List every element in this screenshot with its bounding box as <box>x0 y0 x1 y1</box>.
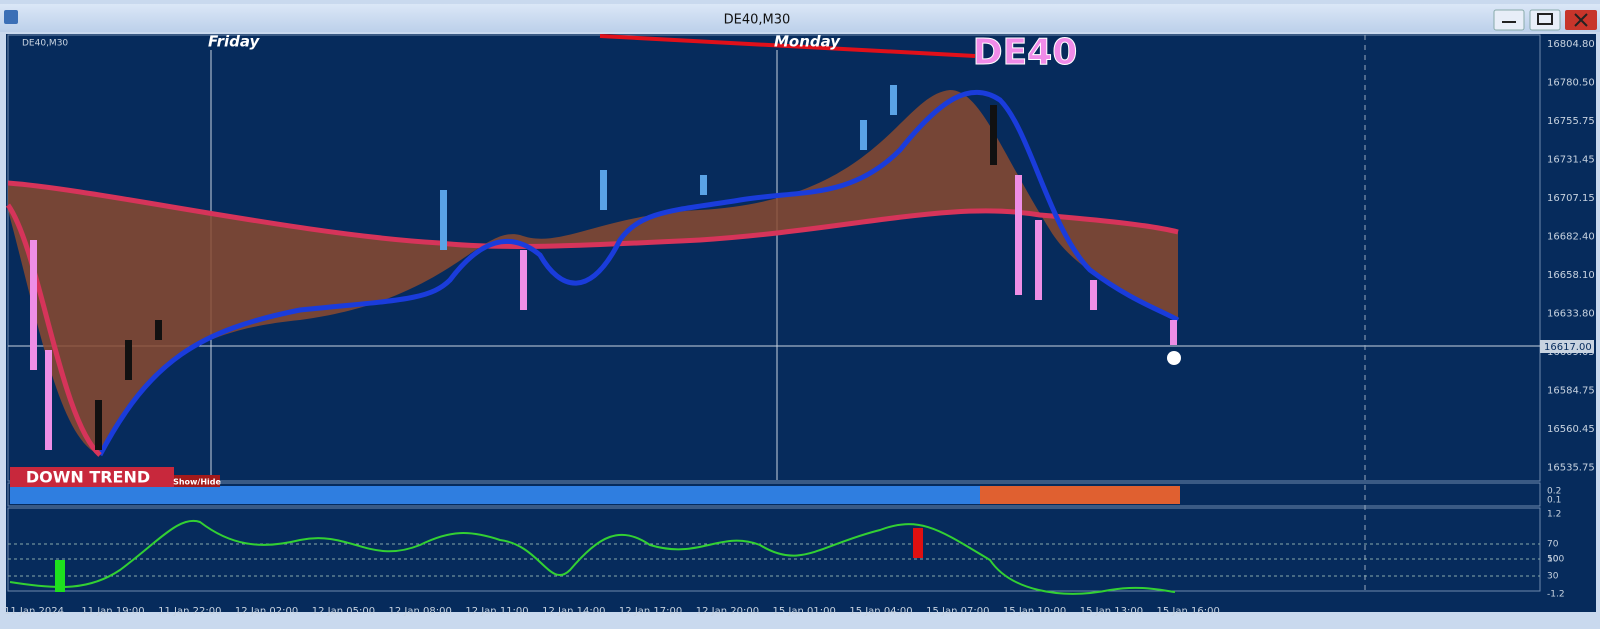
time-label: 12 Jan 08:00 <box>389 606 452 617</box>
time-label: 11 Jan 2024 <box>4 606 64 617</box>
price-tick-label: 16535.75 <box>1547 463 1595 474</box>
signal-strip <box>10 486 1180 504</box>
sell-signal <box>913 528 923 558</box>
sub2-tick-label: 1.2 <box>1547 510 1561 520</box>
price-tick-label: 16658.10 <box>1547 270 1595 281</box>
toggle-button[interactable]: Show/Hide <box>173 478 221 487</box>
trend-label: DOWN TREND <box>26 468 150 487</box>
day-label: Monday <box>774 33 841 51</box>
time-label: 15 Jan 13:00 <box>1080 606 1143 617</box>
time-label: 12 Jan 05:00 <box>312 606 375 617</box>
price-tick-label: 16682.40 <box>1547 232 1595 243</box>
price-tick-label: 16804.80 <box>1547 39 1595 50</box>
time-label: 15 Jan 07:00 <box>926 606 989 617</box>
time-label: 15 Jan 16:00 <box>1157 606 1220 617</box>
window-buttons[interactable] <box>1493 9 1597 31</box>
toggle-box[interactable] <box>174 475 220 487</box>
price-tick-label: 16731.45 <box>1547 155 1595 166</box>
time-label: 12 Jan 02:00 <box>235 606 298 617</box>
cloud <box>8 90 1178 455</box>
window-icon <box>4 10 18 24</box>
sub2-tick-label: 70 <box>1547 540 1559 550</box>
time-label: 15 Jan 04:00 <box>849 606 912 617</box>
slow-ma <box>7 180 1179 249</box>
sub1-tick-label: 0.2 <box>1547 487 1561 497</box>
time-label: 15 Jan 01:00 <box>773 606 836 617</box>
sub1-tick-label: 0.1 <box>1547 496 1561 506</box>
panel-borders <box>7 34 1541 592</box>
window-title: DE40,M30 <box>724 13 791 28</box>
time-label: 11 Jan 19:00 <box>81 606 144 617</box>
sub2-tick-label: 100 <box>1547 555 1564 565</box>
buy-signal <box>55 560 65 592</box>
sub2-tick-label: 30 <box>1547 572 1559 582</box>
watermark: DE40 <box>973 32 1078 73</box>
time-label: 11 Jan 22:00 <box>158 606 221 617</box>
price-tick-label: 16584.75 <box>1547 386 1595 397</box>
time-label: 15 Jan 10:00 <box>1003 606 1066 617</box>
candles <box>30 85 1177 450</box>
fast-ma <box>97 89 1180 457</box>
current-price-box <box>1540 340 1594 353</box>
time-label: 12 Jan 14:00 <box>542 606 605 617</box>
time-label: 12 Jan 20:00 <box>696 606 759 617</box>
time-label: 12 Jan 17:00 <box>619 606 682 617</box>
fast-ma-down <box>5 203 102 457</box>
oscillator <box>9 519 1176 595</box>
price-tick-label: 16560.45 <box>1547 424 1595 435</box>
price-tick-label: 16707.15 <box>1547 193 1595 204</box>
price-tick-label: 16633.80 <box>1547 309 1595 320</box>
trend-box <box>10 467 174 487</box>
signal-strip-sell <box>980 486 1180 504</box>
price-tick-label: 16780.50 <box>1547 78 1595 89</box>
minimize-button[interactable] <box>1493 9 1525 31</box>
price-marker <box>1167 351 1181 365</box>
day-label: Friday <box>208 33 261 51</box>
current-price: 16617.00 <box>1544 342 1592 353</box>
symbol-label: DE40,M30 <box>22 39 68 49</box>
time-label: 12 Jan 11:00 <box>465 606 528 617</box>
price-tick-label: 16609.05 <box>1547 347 1595 358</box>
sub2-tick-label: -1.2 <box>1547 590 1565 600</box>
price-tick-label: 16755.75 <box>1547 116 1595 127</box>
title-bar <box>0 4 1600 32</box>
trend-line <box>599 34 976 58</box>
sub2-tick-label: 50 <box>1547 555 1559 565</box>
